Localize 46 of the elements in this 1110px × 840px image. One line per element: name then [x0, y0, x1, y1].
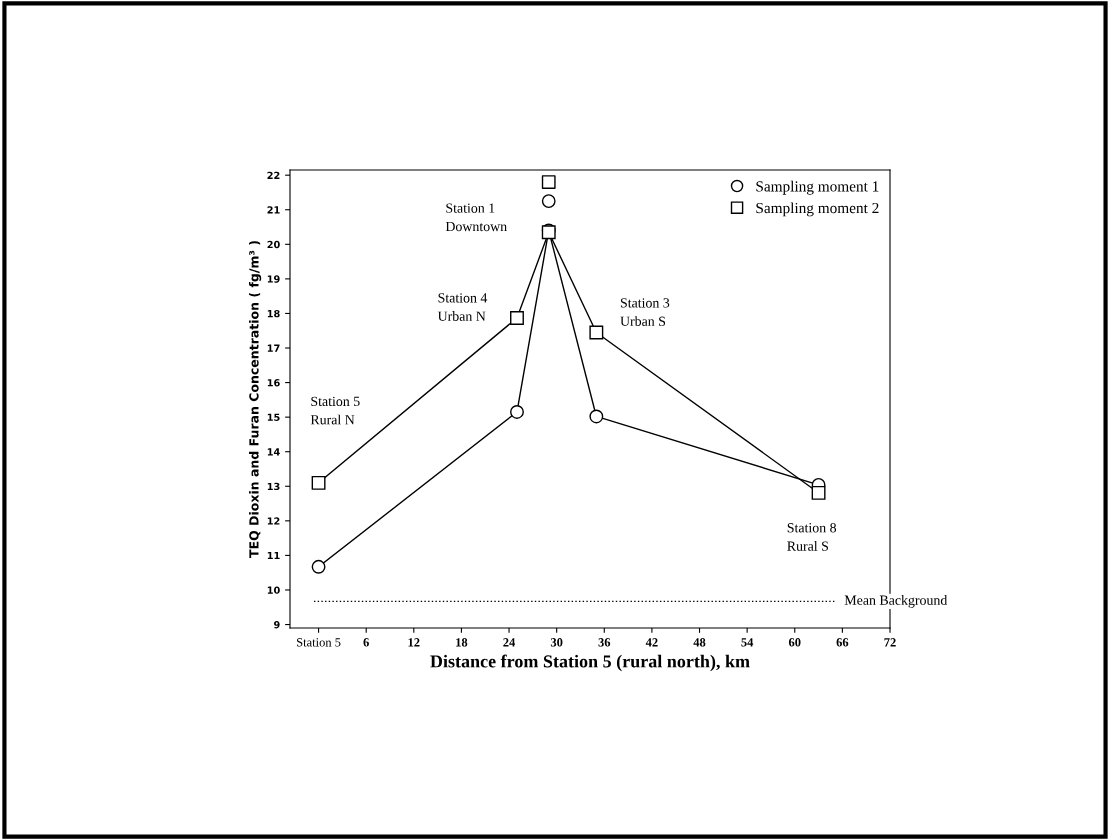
- y-tick-label: 13: [267, 482, 280, 491]
- point: [541, 175, 556, 190]
- y-tick-label: 22: [267, 171, 280, 179]
- point: [510, 405, 524, 419]
- x-tick-label: 54: [741, 638, 754, 647]
- y-tick-label: 10: [267, 586, 280, 594]
- x-tick-label: 42: [645, 638, 658, 647]
- legend-label: Sampling moment 2: [756, 202, 879, 217]
- annotation: Station 1 Downtown: [445, 203, 507, 232]
- x-tick-label: 48: [693, 638, 706, 647]
- annotation: Station 5 Rural N: [310, 396, 360, 425]
- point: [589, 409, 604, 424]
- annotation: Station 4 Urban N: [437, 293, 488, 321]
- x-tick-label: 6: [363, 638, 369, 647]
- point: [510, 310, 524, 325]
- x-axis-title: Distance from Station 5 (rural north), km: [430, 654, 750, 672]
- point: [811, 485, 826, 500]
- x-tick-label: 18: [456, 638, 468, 647]
- y-tick-label: 11: [267, 552, 280, 560]
- point: [311, 559, 326, 574]
- y-tick-label: 21: [267, 206, 280, 214]
- point: [589, 325, 604, 340]
- x-tick-label: 24: [503, 638, 516, 647]
- x-tick-label: 66: [836, 638, 849, 647]
- x-tick-label: 72: [884, 638, 896, 647]
- y-tick-label: 19: [267, 275, 280, 283]
- y-tick-label: 20: [267, 240, 280, 249]
- y-tick-label: 18: [267, 309, 280, 318]
- y-tick-label: 16: [267, 379, 280, 387]
- x-tick-label: 60: [788, 638, 801, 647]
- x-tick-label: Station 5: [297, 638, 341, 647]
- point: [541, 194, 556, 209]
- x-tick-label: 36: [598, 638, 611, 647]
- point: [311, 475, 326, 490]
- y-tick-label: 9: [274, 621, 280, 629]
- annotation: Station 3 Urban S: [620, 298, 670, 326]
- y-axis-title: TEQ Dioxin and Furan Concentration ( fg/m³ ): [249, 241, 262, 558]
- y-tick-label: 15: [267, 413, 280, 421]
- y-tick-label: 14: [267, 448, 280, 456]
- ref-line-label: Mean Background: [844, 595, 948, 608]
- annotation: Station 8 Rural S: [787, 523, 837, 551]
- legend-label: Sampling moment 1: [756, 180, 879, 195]
- x-tick-label: 12: [408, 638, 420, 647]
- x-tick-label: 30: [550, 638, 563, 647]
- y-tick-label: 12: [267, 517, 280, 525]
- y-tick-label: 17: [267, 344, 280, 352]
